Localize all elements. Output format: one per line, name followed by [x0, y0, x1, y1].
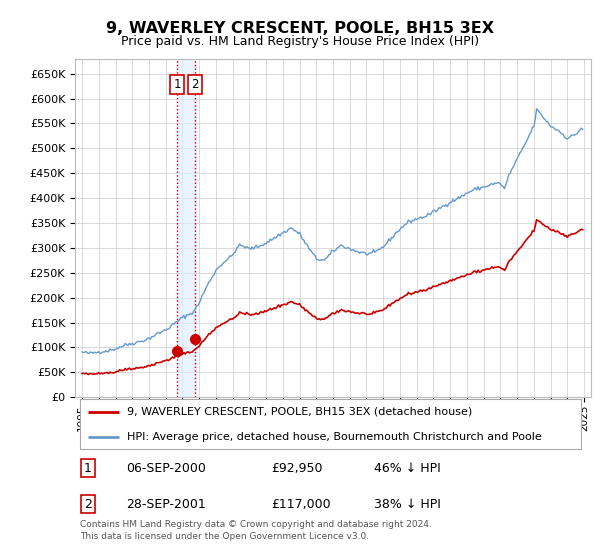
Text: Price paid vs. HM Land Registry's House Price Index (HPI): Price paid vs. HM Land Registry's House … — [121, 35, 479, 48]
Text: £92,950: £92,950 — [271, 461, 323, 475]
Text: 9, WAVERLEY CRESCENT, POOLE, BH15 3EX: 9, WAVERLEY CRESCENT, POOLE, BH15 3EX — [106, 21, 494, 36]
Text: 2: 2 — [84, 497, 92, 511]
Text: 1: 1 — [84, 461, 92, 475]
Text: 28-SEP-2001: 28-SEP-2001 — [127, 497, 206, 511]
Text: Contains HM Land Registry data © Crown copyright and database right 2024.
This d: Contains HM Land Registry data © Crown c… — [80, 520, 432, 541]
Text: 2: 2 — [191, 78, 199, 91]
Bar — [177, 59, 195, 397]
Text: 06-SEP-2000: 06-SEP-2000 — [127, 461, 206, 475]
Text: 1: 1 — [173, 78, 181, 91]
Text: 38% ↓ HPI: 38% ↓ HPI — [374, 497, 441, 511]
Text: £117,000: £117,000 — [271, 497, 331, 511]
FancyBboxPatch shape — [80, 399, 581, 449]
Text: HPI: Average price, detached house, Bournemouth Christchurch and Poole: HPI: Average price, detached house, Bour… — [127, 432, 541, 442]
Text: 46% ↓ HPI: 46% ↓ HPI — [374, 461, 441, 475]
Text: 9, WAVERLEY CRESCENT, POOLE, BH15 3EX (detached house): 9, WAVERLEY CRESCENT, POOLE, BH15 3EX (d… — [127, 407, 472, 417]
